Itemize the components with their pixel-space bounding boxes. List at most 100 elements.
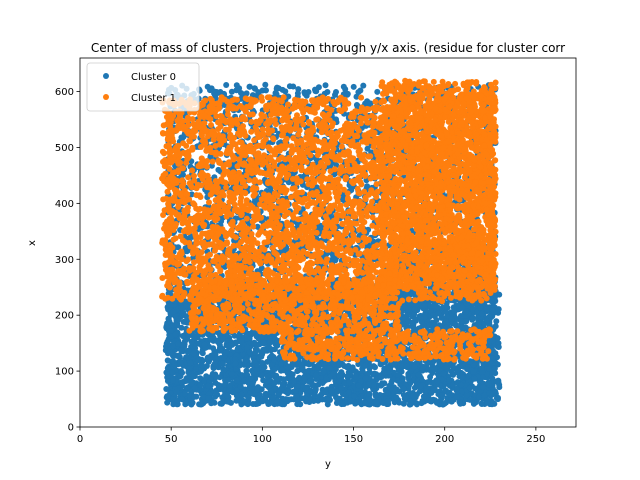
data-point (444, 365, 451, 372)
data-point (493, 378, 500, 385)
data-point (476, 319, 483, 326)
data-point (262, 81, 269, 88)
data-point (279, 366, 285, 373)
data-point (278, 360, 284, 367)
data-point (434, 378, 441, 385)
data-point (264, 358, 271, 365)
data-point (226, 382, 233, 389)
data-point (478, 400, 485, 407)
data-point (225, 363, 232, 370)
data-point (193, 393, 200, 400)
data-point (494, 396, 501, 403)
data-point (351, 393, 358, 400)
data-point (280, 376, 287, 383)
data-point (463, 392, 470, 399)
data-point (233, 397, 240, 404)
data-point (212, 379, 219, 386)
data-point (266, 339, 273, 346)
data-point (374, 88, 381, 95)
data-point (438, 314, 445, 321)
data-point (187, 360, 194, 367)
data-point (333, 394, 339, 401)
data-point (198, 367, 205, 374)
data-point (419, 398, 426, 405)
data-point (427, 374, 434, 380)
data-point (362, 362, 369, 369)
data-point (207, 336, 214, 343)
data-point (243, 371, 250, 378)
data-point (352, 373, 359, 380)
data-point (249, 380, 256, 387)
data-point (165, 393, 171, 400)
data-point (402, 394, 409, 401)
data-point (179, 333, 186, 339)
data-point (212, 389, 219, 396)
data-point (411, 311, 418, 317)
data-point (260, 377, 267, 384)
data-point (214, 338, 221, 345)
data-point (486, 366, 493, 372)
data-point (282, 88, 289, 95)
data-point (193, 366, 200, 372)
data-point (459, 304, 466, 311)
data-point (353, 93, 360, 100)
data-point (484, 371, 490, 378)
data-point (359, 368, 366, 375)
data-point (216, 384, 222, 391)
data-point (189, 373, 196, 380)
data-point (413, 401, 420, 408)
data-point (336, 398, 343, 405)
data-point (284, 390, 291, 397)
data-point (424, 379, 431, 386)
data-point (324, 89, 331, 95)
data-point (450, 382, 456, 389)
data-point (350, 83, 357, 90)
data-point (378, 374, 385, 380)
data-point (223, 82, 230, 88)
data-point (492, 323, 499, 330)
data-point (260, 339, 267, 346)
data-point (315, 84, 322, 91)
data-point (324, 401, 331, 408)
data-point (481, 392, 488, 399)
data-point (193, 332, 200, 339)
data-point (311, 392, 318, 399)
data-point (164, 338, 171, 345)
data-point (163, 343, 169, 350)
data-point (188, 338, 195, 345)
data-point (164, 399, 171, 406)
data-point (259, 87, 266, 94)
data-point (178, 368, 185, 374)
data-point (210, 365, 217, 372)
data-point (462, 308, 469, 315)
data-point (455, 367, 461, 373)
data-point (177, 359, 184, 366)
data-point (408, 319, 415, 326)
data-point (363, 384, 369, 390)
data-point (470, 368, 477, 375)
data-point (219, 360, 226, 367)
data-point (177, 373, 184, 380)
data-point (242, 357, 249, 364)
data-point (479, 373, 486, 380)
data-point (203, 373, 210, 380)
data-point (178, 324, 185, 331)
data-point (428, 389, 435, 396)
data-point (215, 166, 222, 173)
data-point (336, 372, 343, 379)
data-point (294, 401, 301, 408)
data-point (251, 358, 258, 365)
data-point (290, 378, 297, 384)
data-point (422, 388, 429, 395)
data-point (442, 309, 449, 315)
data-point (493, 318, 500, 325)
data-point (228, 88, 235, 95)
data-point (273, 372, 280, 379)
data-point (195, 340, 202, 347)
data-point (462, 325, 469, 332)
data-point (385, 364, 391, 371)
data-point (464, 366, 471, 373)
data-point (217, 346, 224, 353)
data-point (180, 309, 187, 316)
data-point (211, 360, 218, 367)
